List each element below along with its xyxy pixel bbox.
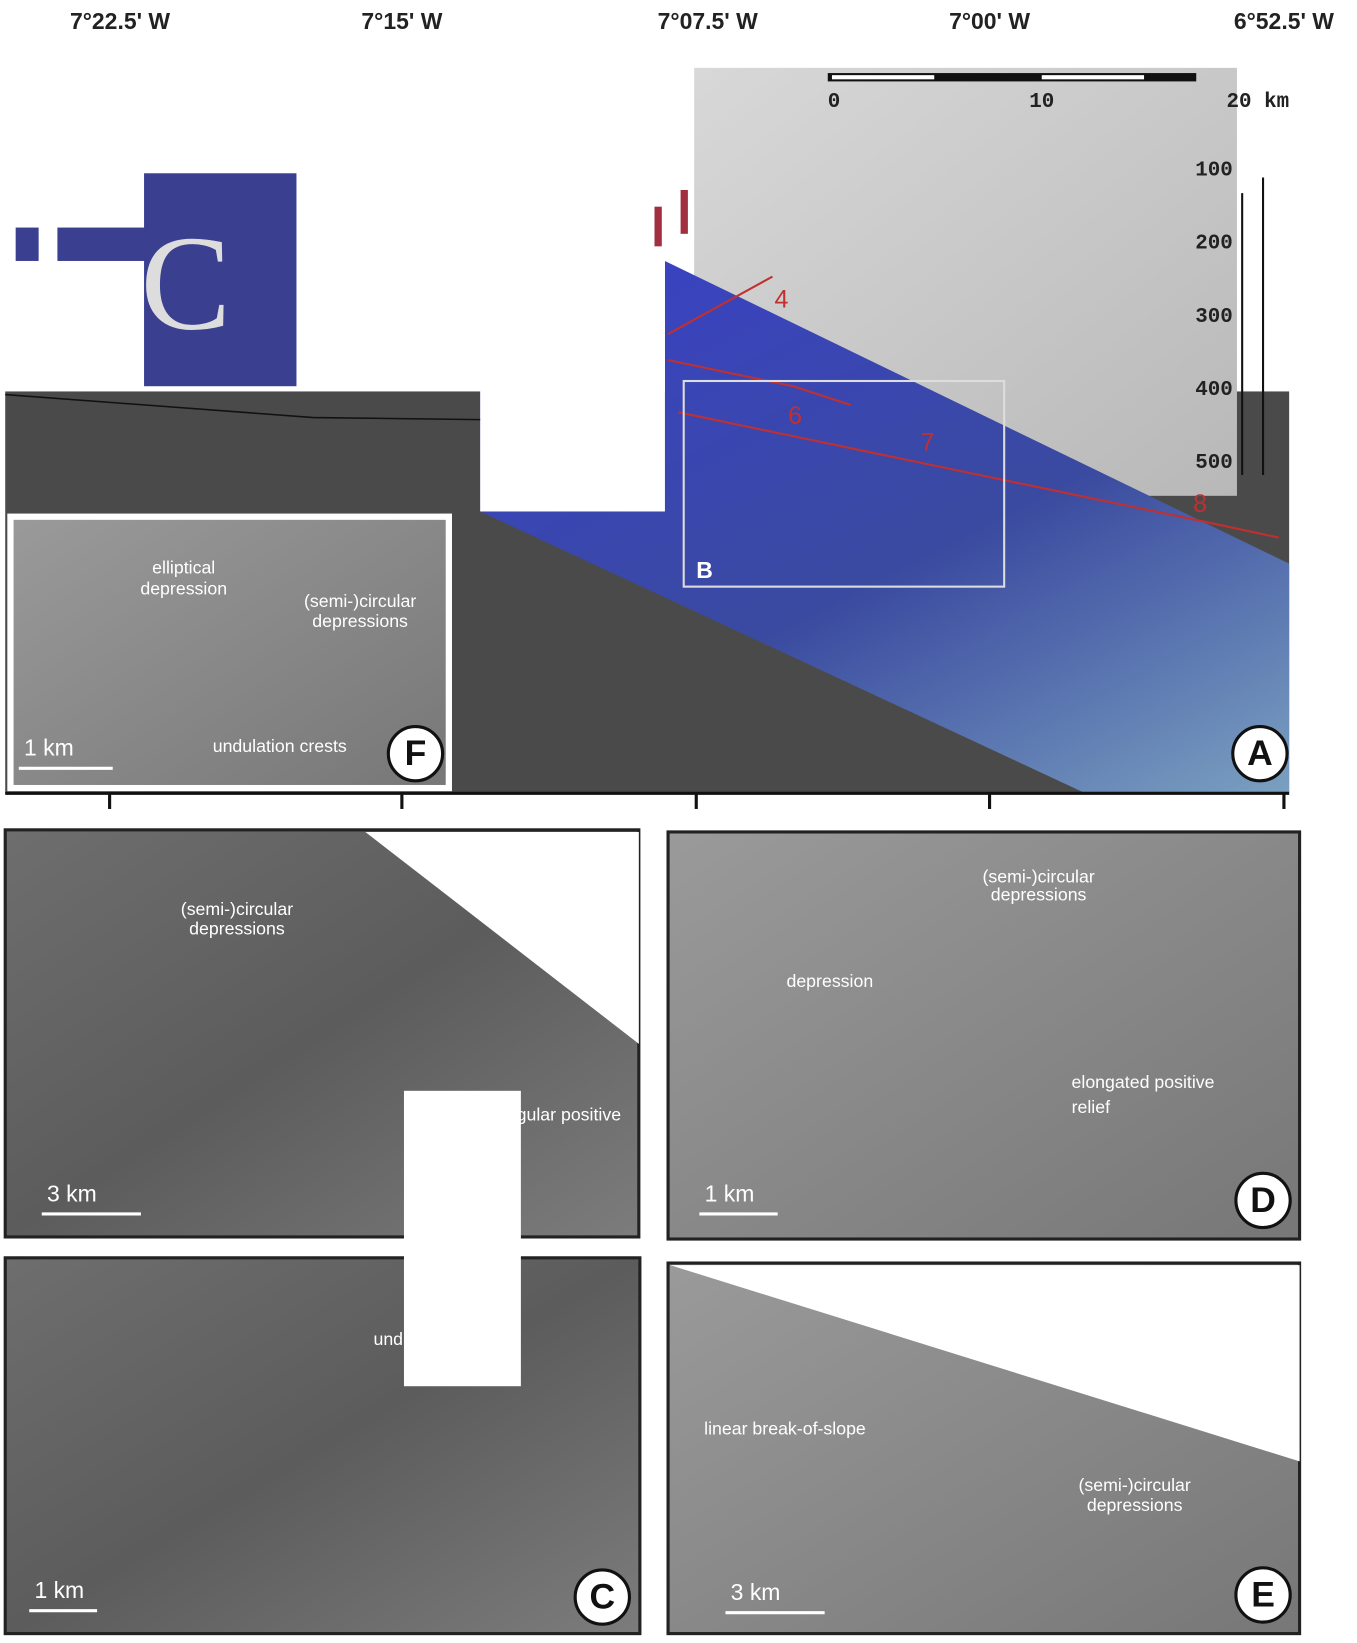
- annotation: depressions: [312, 611, 408, 631]
- annotation: (semi-)circular: [1079, 1475, 1191, 1495]
- figure: 7°22.5' W 7°15' W 7°07.5' W 7°00' W 6°52.5' …: [0, 0, 1357, 1643]
- blank-area: [480, 261, 665, 512]
- scale-label: 1 km: [34, 1577, 84, 1603]
- annotation: depression: [140, 578, 227, 598]
- annotation: depressions: [991, 884, 1087, 904]
- annotation: depression: [786, 971, 873, 991]
- scale-label: 10: [1029, 91, 1054, 114]
- annotation: undulation crests: [373, 1329, 507, 1349]
- scale-bar: [1042, 75, 1144, 79]
- panel-label: F: [405, 733, 427, 773]
- annotation: relief: [1072, 1097, 1111, 1117]
- annotation: (semi-)circular: [304, 591, 416, 611]
- annotation: elliptical: [152, 558, 215, 578]
- track-number: 6: [788, 402, 802, 430]
- depth-label: 400: [1195, 379, 1233, 402]
- panel-d: [668, 832, 1300, 1239]
- annotation: (semi-)circular: [181, 899, 293, 919]
- artifact-block: [681, 190, 688, 234]
- annotation: undulation crests: [213, 736, 347, 756]
- annotation: elongated positive: [1072, 1072, 1215, 1092]
- depth-label: 100: [1195, 160, 1233, 183]
- longitude-label: 6°52.5' W: [1234, 8, 1334, 34]
- artifact-block: [16, 228, 39, 261]
- panel-label: C: [589, 1577, 615, 1617]
- scale-label: 1 km: [705, 1180, 755, 1206]
- scale-label: 20 km: [1227, 91, 1290, 114]
- panel-c: [5, 1258, 640, 1634]
- inset-label: B: [696, 557, 713, 583]
- artifact-block: [654, 207, 661, 247]
- scale-label: 3 km: [731, 1579, 781, 1605]
- annotation: depressions: [189, 919, 285, 939]
- longitude-label: 7°22.5' W: [70, 8, 170, 34]
- artifact-block: [57, 228, 151, 261]
- depth-label: 200: [1195, 233, 1233, 256]
- annotation: irregular positive: [491, 1105, 621, 1125]
- scale-bar: [832, 75, 934, 79]
- scale-label: 0: [828, 91, 841, 114]
- depth-label: 500: [1195, 452, 1233, 475]
- panel-label: A: [1247, 733, 1273, 773]
- panel-label: D: [1250, 1180, 1276, 1220]
- track-number: 4: [775, 285, 789, 313]
- longitude-label: 7°00' W: [949, 8, 1030, 34]
- track-number: 8: [1193, 490, 1207, 518]
- annotation: depressions: [1087, 1495, 1183, 1515]
- longitude-label: 7°15' W: [361, 8, 442, 34]
- scale-label: 3 km: [47, 1180, 97, 1206]
- annotation: relief: [473, 1125, 512, 1145]
- annotation: linear break-of-slope: [704, 1419, 866, 1439]
- track-number: 7: [921, 428, 935, 456]
- panel-label: E: [1251, 1574, 1275, 1614]
- scale-label: 1 km: [24, 735, 74, 761]
- longitude-label: 7°07.5' W: [658, 8, 758, 34]
- depth-label: 300: [1195, 306, 1233, 329]
- artifact-letter: C: [141, 209, 232, 359]
